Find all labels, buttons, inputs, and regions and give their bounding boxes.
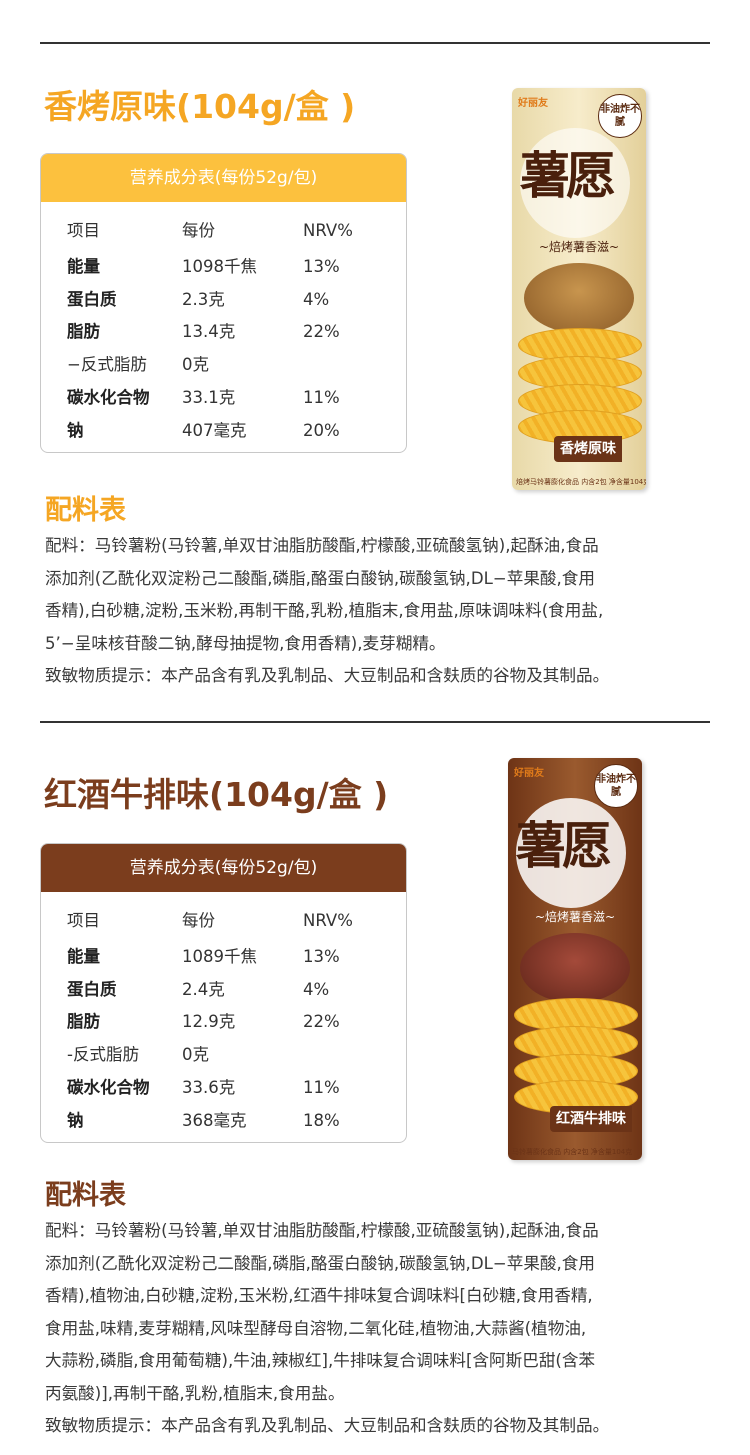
brand-name: 薯愿: [520, 146, 616, 205]
nutrient-name: 脂肪: [67, 322, 100, 341]
non-fried-badge: 非油炸不腻: [598, 94, 642, 138]
ingredients-line: 致敏物质提示：本产品含有乳及乳制品、大豆制品和含麸质的谷物及其制品。: [45, 666, 610, 685]
nutrition-table-header: 营养成分表(每份52g/包): [41, 844, 406, 892]
column-header: 每份: [182, 221, 215, 240]
nutrient-name: 碳水化合物: [67, 388, 150, 407]
nutrient-name: 能量: [67, 947, 100, 966]
ingredients-heading: 配料表: [45, 495, 126, 526]
table-row: 能量 1089千焦 13%: [41, 942, 406, 972]
brand-name: 薯愿: [516, 816, 612, 875]
nutrient-nrv: 11%: [303, 1078, 340, 1097]
ingredients-line: 5’−呈味核苷酸二钠,酵母抽提物,食用香精),麦芽糊精。: [45, 633, 446, 653]
nutrient-name: 碳水化合物: [67, 1078, 150, 1097]
nutrient-nrv: 20%: [303, 421, 340, 440]
table-row: 能量 1098千焦 13%: [41, 252, 406, 282]
nutrient-value: 407毫克: [182, 421, 247, 440]
nutrition-table: 营养成分表(每份52g/包) 项目 每份 NRV% 能量 1089千焦 13% …: [40, 843, 407, 1143]
nutrient-value: 33.1克: [182, 388, 236, 407]
nutrient-name: 蛋白质: [67, 980, 117, 999]
nutrient-nrv: 13%: [303, 257, 340, 276]
table-row: 蛋白质 2.4克 4%: [41, 975, 406, 1005]
table-row: −反式脂肪 0克: [41, 350, 406, 380]
nutrient-name: −反式脂肪: [67, 355, 147, 374]
column-header: NRV%: [303, 911, 353, 930]
table-row: 钠 407毫克 20%: [41, 416, 406, 446]
nutrient-name: 钠: [67, 421, 84, 440]
nutrient-value: 33.6克: [182, 1078, 236, 1097]
slogan: ~焙烤薯香滋~: [538, 240, 620, 254]
nutrient-nrv: 22%: [303, 1012, 340, 1031]
package-footer: 马铃薯膨化食品 内含2包 净含量104克: [512, 1148, 633, 1156]
ingredients-line: 配料：马铃薯粉(马铃薯,单双甘油脂肪酸酯,柠檬酸,亚硫酸氢钠),起酥油,食品: [45, 536, 599, 555]
slogan: ~焙烤薯香滋~: [534, 910, 616, 924]
column-header: 项目: [67, 911, 100, 930]
ingredients-text: 配料：马铃薯粉(马铃薯,单双甘油脂肪酸酯,柠檬酸,亚硫酸氢钠),起酥油,食品 添加…: [45, 530, 735, 693]
flavor-label: 红酒牛排味: [550, 1106, 632, 1132]
nutrient-nrv: 4%: [303, 980, 330, 999]
ingredients-line: 香精),白砂糖,淀粉,玉米粉,再制干酪,乳粉,植脂末,食用盐,原味调味料(食用盐…: [45, 601, 604, 620]
flavor-label: 香烤原味: [554, 436, 622, 462]
ingredients-line: 添加剂(乙酰化双淀粉己二酸酯,磷脂,酪蛋白酸钠,碳酸氢钠,DL−苹果酸,食用: [45, 568, 595, 588]
nutrient-value: 13.4克: [182, 322, 236, 341]
nutrient-value: 1098千焦: [182, 257, 257, 276]
ingredients-line: 香精),植物油,白砂糖,淀粉,玉米粉,红酒牛排味复合调味料[白砂糖,食用香精,: [45, 1286, 593, 1305]
food-illustration: [524, 263, 634, 333]
divider: [40, 42, 710, 44]
nutrient-value: 2.4克: [182, 980, 225, 999]
table-row: 脂肪 13.4克 22%: [41, 317, 406, 347]
nutrient-name: 能量: [67, 257, 100, 276]
nutrient-name: 脂肪: [67, 1012, 100, 1031]
nutrient-value: 0克: [182, 1045, 209, 1064]
product-title: 红酒牛排味(104g/盒 ): [44, 775, 389, 814]
ingredients-line: 丙氨酸)],再制干酪,乳粉,植脂末,食用盐。: [45, 1383, 345, 1403]
ingredients-line: 致敏物质提示：本产品含有乳及乳制品、大豆制品和含麸质的谷物及其制品。: [45, 1416, 610, 1435]
food-illustration: [520, 933, 630, 1003]
ingredients-line: 食用盐,味精,麦芽糊精,风味型酵母自溶物,二氧化硅,植物油,大蒜酱(植物油,: [45, 1318, 587, 1338]
table-row: 钠 368毫克 18%: [41, 1106, 406, 1136]
table-header-row: 项目 每份 NRV%: [41, 906, 406, 936]
nutrient-value: 2.3克: [182, 290, 225, 309]
nutrient-nrv: 18%: [303, 1111, 340, 1130]
ingredients-line: 大蒜粉,磷脂,食用葡萄糖),牛油,辣椒红],牛排味复合调味料[含阿斯巴甜(含苯: [45, 1351, 596, 1370]
table-row: 脂肪 12.9克 22%: [41, 1007, 406, 1037]
table-row: 碳水化合物 33.6克 11%: [41, 1073, 406, 1103]
nutrient-nrv: 4%: [303, 290, 330, 309]
nutrient-value: 12.9克: [182, 1012, 236, 1031]
table-header-row: 项目 每份 NRV%: [41, 216, 406, 246]
brand-logo: 好丽友: [518, 98, 548, 109]
nutrient-nrv: 22%: [303, 322, 340, 341]
nutrition-table-header: 营养成分表(每份52g/包): [41, 154, 406, 202]
nutrition-table: 营养成分表(每份52g/包) 项目 每份 NRV% 能量 1098千焦 13% …: [40, 153, 407, 453]
product-title: 香烤原味(104g/盒 ): [44, 87, 356, 126]
nutrient-name: -反式脂肪: [67, 1045, 139, 1064]
column-header: NRV%: [303, 221, 353, 240]
nutrient-name: 蛋白质: [67, 290, 117, 309]
ingredients-text: 配料：马铃薯粉(马铃薯,单双甘油脂肪酸酯,柠檬酸,亚硫酸氢钠),起酥油,食品 添加…: [45, 1215, 735, 1443]
ingredients-heading: 配料表: [45, 1180, 126, 1211]
nutrient-nrv: 11%: [303, 388, 340, 407]
nutrient-nrv: 13%: [303, 947, 340, 966]
nutrient-value: 368毫克: [182, 1111, 247, 1130]
table-row: 碳水化合物 33.1克 11%: [41, 383, 406, 413]
nutrient-name: 钠: [67, 1111, 84, 1130]
package-footer: 焙烤马铃薯膨化食品 内含2包 净含量104克: [516, 478, 646, 486]
ingredients-line: 配料：马铃薯粉(马铃薯,单双甘油脂肪酸酯,柠檬酸,亚硫酸氢钠),起酥油,食品: [45, 1221, 599, 1240]
table-row: 蛋白质 2.3克 4%: [41, 285, 406, 315]
product-package-image: 好丽友 非油炸不腻 薯愿 ~焙烤薯香滋~ 红酒牛排味 马铃薯膨化食品 内含2包 …: [508, 758, 642, 1160]
ingredients-line: 添加剂(乙酰化双淀粉己二酸酯,磷脂,酪蛋白酸钠,碳酸氢钠,DL−苹果酸,食用: [45, 1253, 595, 1273]
column-header: 项目: [67, 221, 100, 240]
non-fried-badge: 非油炸不腻: [594, 764, 638, 808]
table-row: -反式脂肪 0克: [41, 1040, 406, 1070]
column-header: 每份: [182, 911, 215, 930]
product-package-image: 好丽友 非油炸不腻 薯愿 ~焙烤薯香滋~ 香烤原味 焙烤马铃薯膨化食品 内含2包…: [512, 88, 646, 490]
divider: [40, 721, 710, 723]
nutrient-value: 0克: [182, 355, 209, 374]
nutrient-value: 1089千焦: [182, 947, 257, 966]
brand-logo: 好丽友: [514, 768, 544, 779]
